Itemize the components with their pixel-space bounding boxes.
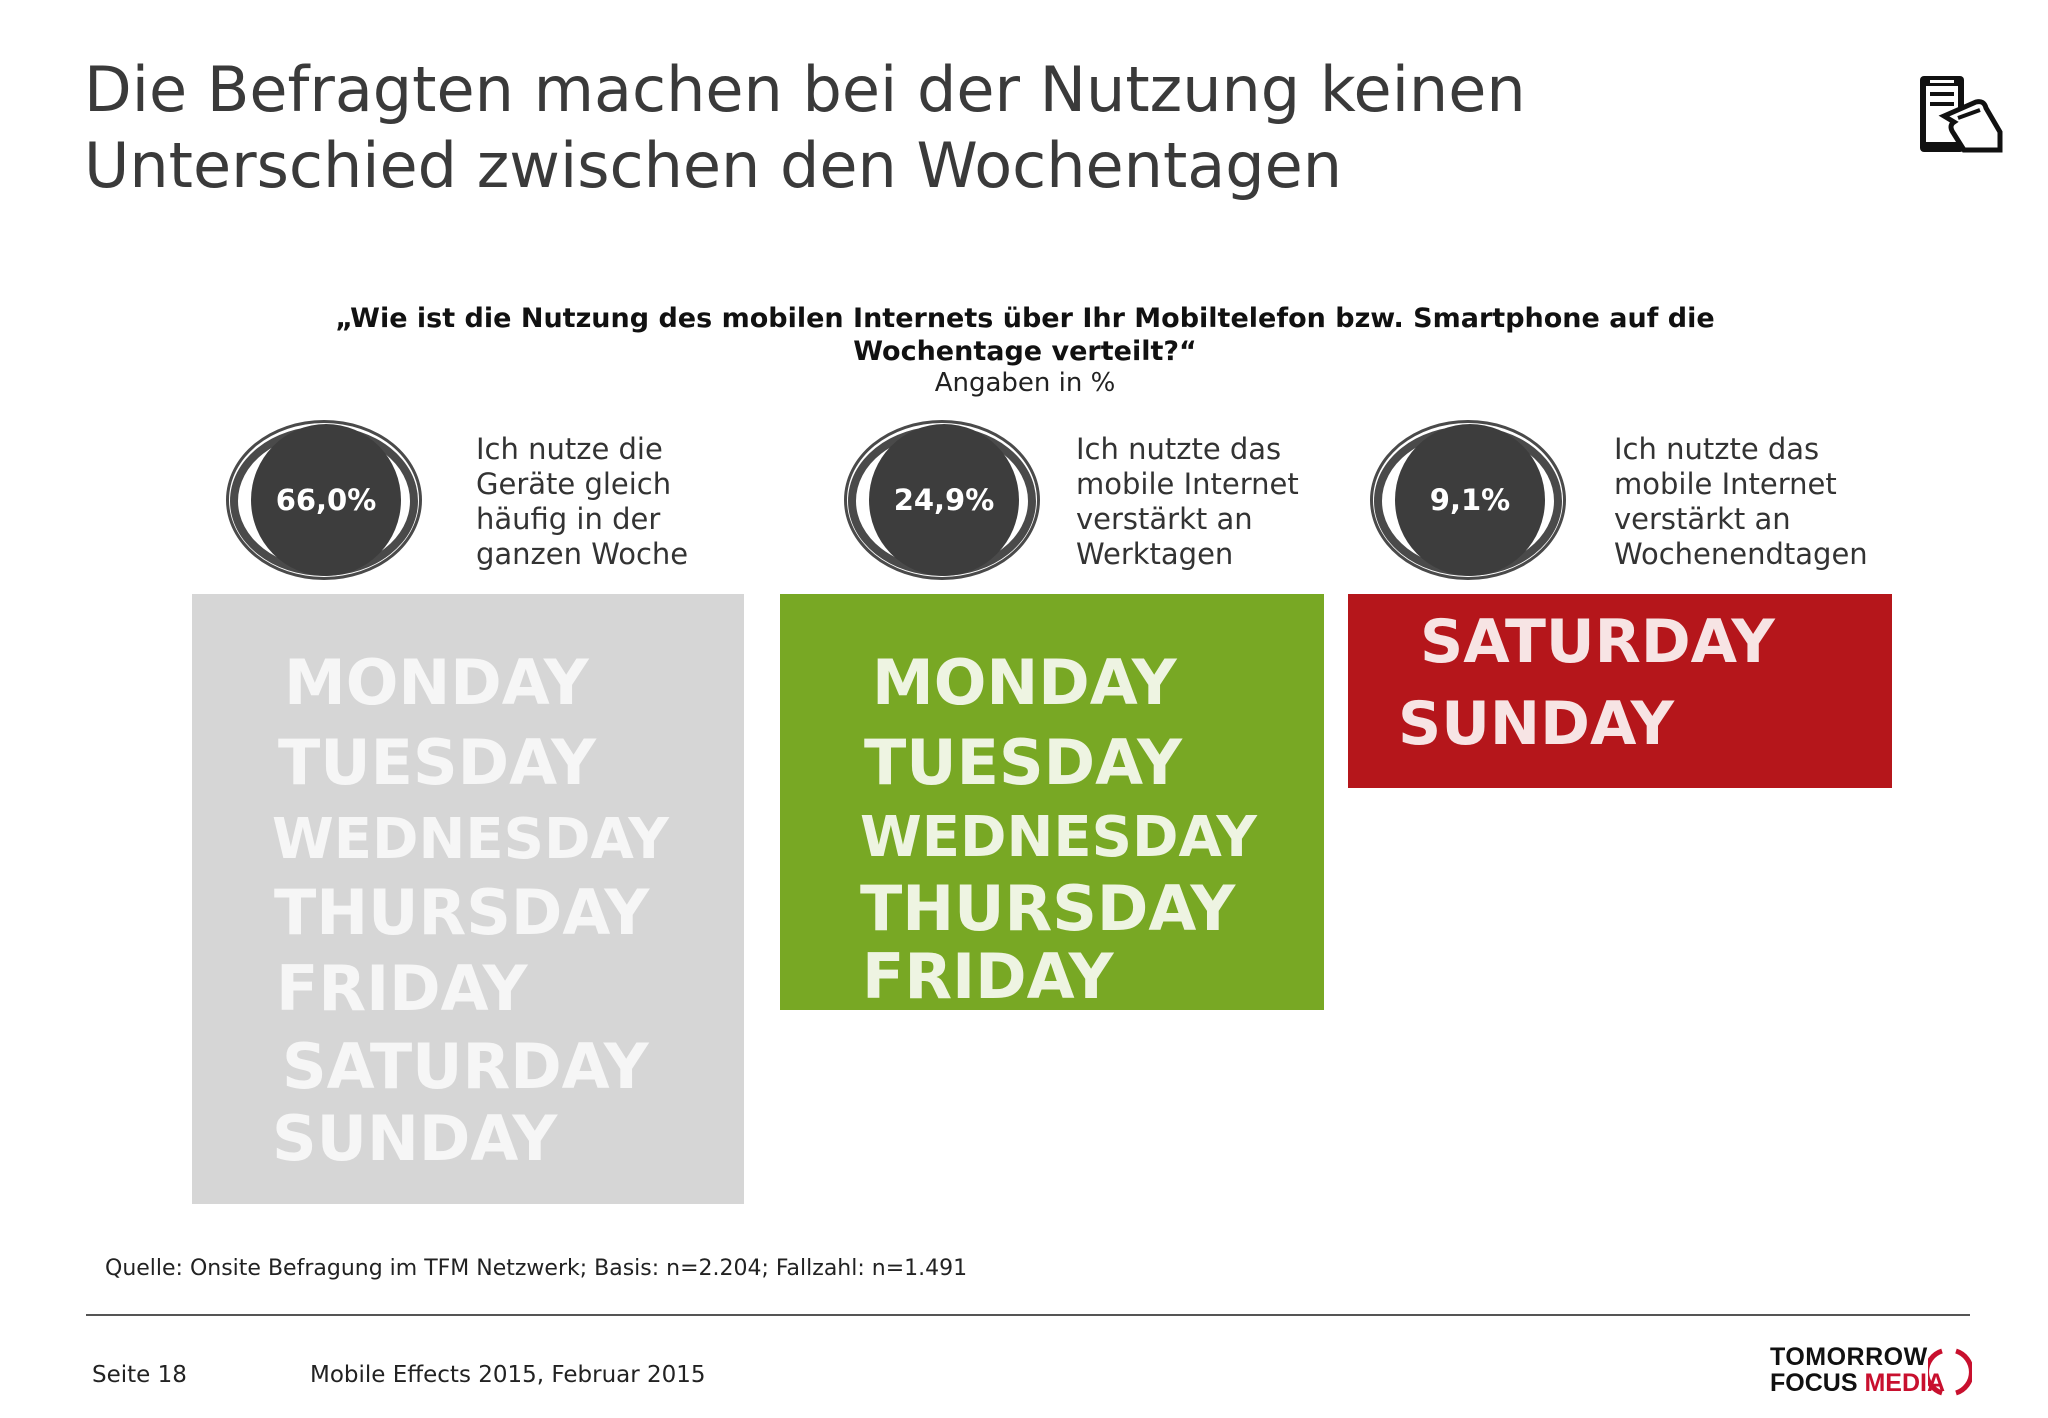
board-weekend-svg: SATURDAY SUNDAY: [1348, 594, 1892, 788]
board-all-svg: MONDAY TUESDAY WEDNESDAY THURSDAY FRIDAY…: [192, 594, 744, 1204]
day-label: MONDAY: [284, 646, 590, 719]
group-description: Ich nutzte das mobile Internet verstärkt…: [1614, 432, 1868, 571]
board-weekdays-svg: MONDAY TUESDAY WEDNESDAY THURSDAY FRIDAY: [780, 594, 1324, 1010]
slide-title: Die Befragten machen bei der Nutzung kei…: [84, 52, 1784, 204]
day-list: MONDAY TUESDAY WEDNESDAY THURSDAY FRIDAY: [860, 646, 1258, 1010]
group-description: Ich nutzte das mobile Internet verstärkt…: [1076, 432, 1299, 571]
day-label: WEDNESDAY: [860, 805, 1258, 870]
day-label: TUESDAY: [278, 726, 597, 799]
badge-ring: [844, 420, 1040, 580]
day-label: FRIDAY: [862, 940, 1115, 1010]
day-label: WEDNESDAY: [272, 807, 670, 872]
percent-badge-weekend: 9,1%: [1370, 420, 1572, 586]
weekday-board-weekend: SATURDAY SUNDAY: [1348, 594, 1892, 788]
footer-divider: [86, 1314, 1970, 1316]
percent-badge-weekdays: 24,9%: [844, 420, 1046, 586]
badge-value: 66,0%: [251, 424, 401, 576]
board-background: [1348, 594, 1892, 788]
title-line-2: Unterschied zwischen den Wochentagen: [84, 129, 1343, 202]
day-label: FRIDAY: [276, 952, 529, 1025]
logo-line-2: FOCUS MEDIA: [1770, 1369, 1945, 1398]
board-background: [192, 594, 744, 1204]
weekday-board-all: MONDAY TUESDAY WEDNESDAY THURSDAY FRIDAY…: [192, 594, 744, 1204]
badge-ring: [1370, 420, 1566, 580]
day-list: MONDAY TUESDAY WEDNESDAY THURSDAY FRIDAY…: [272, 646, 670, 1175]
badge-value: 9,1%: [1395, 424, 1545, 576]
parenthesis-ring-icon: [1928, 1348, 1972, 1396]
badge-value: 24,9%: [869, 424, 1019, 576]
badge-ring: [226, 420, 422, 580]
group-description: Ich nutze die Geräte gleich häufig in de…: [476, 432, 689, 571]
day-label: SUNDAY: [1398, 689, 1676, 759]
weekday-board-weekdays: MONDAY TUESDAY WEDNESDAY THURSDAY FRIDAY: [780, 594, 1324, 1010]
day-label: MONDAY: [872, 646, 1178, 719]
day-label: SATURDAY: [1420, 607, 1776, 677]
company-logo: TOMORROW FOCUS MEDIA: [1770, 1343, 1980, 1399]
day-label: TUESDAY: [864, 726, 1183, 799]
percent-badge-all-week: 66,0%: [226, 420, 428, 586]
day-label: THURSDAY: [860, 872, 1236, 945]
board-background: [780, 594, 1324, 1010]
survey-question: „Wie ist die Nutzung des mobilen Interne…: [335, 303, 1715, 367]
day-list: SATURDAY SUNDAY: [1398, 607, 1776, 759]
unit-label: Angaben in %: [934, 368, 1116, 398]
hand-smartphone-icon: [1920, 76, 2003, 153]
title-line-1: Die Befragten machen bei der Nutzung kei…: [84, 53, 1526, 126]
logo-line-1: TOMORROW: [1770, 1343, 1928, 1371]
day-label: SATURDAY: [282, 1030, 650, 1103]
day-label: THURSDAY: [274, 876, 650, 949]
logo-focus: FOCUS: [1770, 1369, 1865, 1397]
page-number: Seite 18: [92, 1362, 187, 1388]
source-note: Quelle: Onsite Befragung im TFM Netzwerk…: [105, 1256, 968, 1281]
day-label: SUNDAY: [272, 1102, 558, 1175]
document-info: Mobile Effects 2015, Februar 2015: [310, 1362, 706, 1388]
